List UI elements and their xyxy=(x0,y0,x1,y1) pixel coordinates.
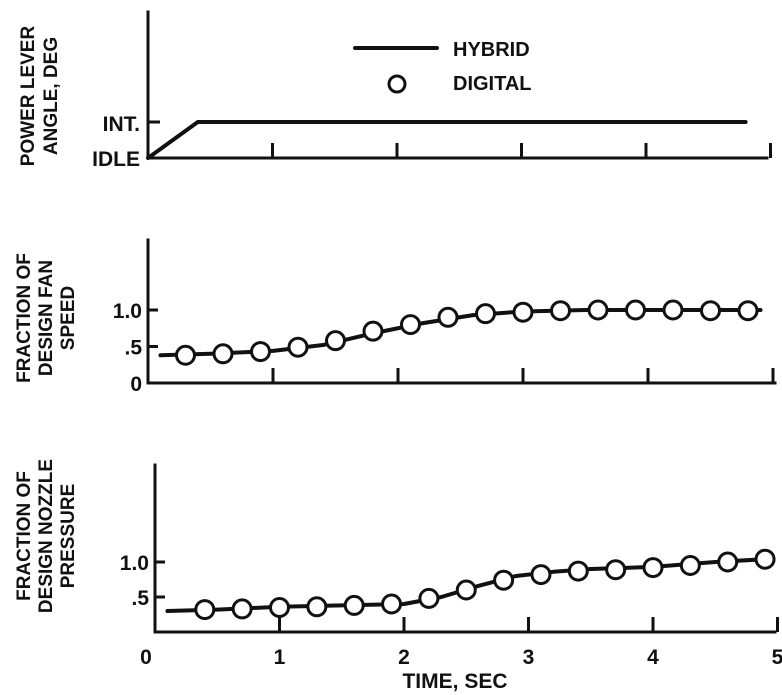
digital-point xyxy=(587,299,609,321)
digital-point xyxy=(550,300,571,322)
ylabel-line-2: DESIGN FAN xyxy=(36,260,57,376)
digital-point xyxy=(381,593,403,615)
digital-point xyxy=(455,579,477,601)
x-tick-label: 1 xyxy=(274,646,286,669)
digital-point xyxy=(437,306,459,328)
x-ticks xyxy=(271,143,772,158)
x-tick-label: 4 xyxy=(647,646,659,669)
legend-label: DIGITAL xyxy=(453,73,532,95)
x-tick-labels: 0 1 2 3 4 5 xyxy=(140,646,782,669)
y-tick-label: .5 xyxy=(124,337,142,360)
digital-point xyxy=(605,559,627,581)
ylabel-line-3: PRESSURE xyxy=(58,484,79,589)
digital-point xyxy=(250,341,271,363)
x-tick-label: 0 xyxy=(140,646,152,669)
digital-point xyxy=(362,320,384,342)
digital-point xyxy=(679,555,701,576)
ylabel-line-3: SPEED xyxy=(58,286,79,350)
digital-point xyxy=(400,314,421,336)
digital-point xyxy=(642,557,664,579)
axes xyxy=(153,463,777,634)
series xyxy=(158,299,763,366)
x-ticks xyxy=(271,368,775,383)
digital-point xyxy=(567,560,589,582)
x-tick-label: 2 xyxy=(398,646,410,669)
legend: HYBRID DIGITAL xyxy=(353,39,532,95)
digital-point xyxy=(493,569,515,591)
x-tick-label: 5 xyxy=(772,646,782,669)
digital-point xyxy=(175,344,196,366)
digital-point xyxy=(231,598,253,620)
digital-point xyxy=(306,596,328,618)
y-tick-label: INT. xyxy=(103,113,140,136)
series xyxy=(146,120,748,160)
digital-point xyxy=(754,548,776,570)
digital-point xyxy=(212,343,234,365)
digital-point xyxy=(287,336,309,358)
y-tick-label: 1.0 xyxy=(113,300,142,323)
digital-point xyxy=(662,299,684,321)
digital-point xyxy=(700,300,721,322)
y-ticks: 1.0 .5 xyxy=(120,552,165,610)
series xyxy=(165,548,776,621)
y-tick-label: IDLE xyxy=(92,148,140,171)
digital-point xyxy=(269,597,290,618)
panel-nozzle-pressure: FRACTION OF DESIGN NOZZLE PRESSURE 1.0 .5… xyxy=(14,459,782,693)
x-axis-label: TIME, SEC xyxy=(402,670,507,693)
hybrid-line xyxy=(146,120,748,160)
ylabel-line-2: DESIGN NOZZLE xyxy=(36,459,57,613)
digital-point xyxy=(343,594,365,616)
x-ticks xyxy=(278,617,779,632)
digital-point xyxy=(625,299,646,321)
y-tick-label: .5 xyxy=(131,587,149,610)
panel-fan-speed: FRACTION OF DESIGN FAN SPEED 1.0 .5 0 xyxy=(14,238,777,396)
digital-point xyxy=(194,599,216,621)
y-tick-label: 0 xyxy=(130,373,142,396)
digital-point xyxy=(530,564,552,586)
digital-point xyxy=(737,300,759,322)
y-tick-label: 1.0 xyxy=(120,552,149,575)
digital-point xyxy=(717,551,739,573)
ylabel-line-1: FRACTION OF xyxy=(14,253,35,383)
legend-label: HYBRID xyxy=(453,39,530,61)
ylabel-line-2: ANGLE, DEG xyxy=(41,37,62,155)
ylabel-line-1: FRACTION OF xyxy=(14,471,35,601)
digital-point xyxy=(325,330,346,352)
digital-point xyxy=(512,301,534,323)
x-tick-label: 3 xyxy=(523,646,535,669)
ylabel-line-1: POWER LEVER xyxy=(18,26,39,167)
y-ticks: 1.0 .5 0 xyxy=(113,300,158,396)
digital-point xyxy=(418,587,440,609)
legend-circle-marker xyxy=(387,74,407,94)
digital-point xyxy=(475,303,496,325)
panel-power-lever: POWER LEVER ANGLE, DEG INT. IDLE HYBRID … xyxy=(18,10,772,171)
